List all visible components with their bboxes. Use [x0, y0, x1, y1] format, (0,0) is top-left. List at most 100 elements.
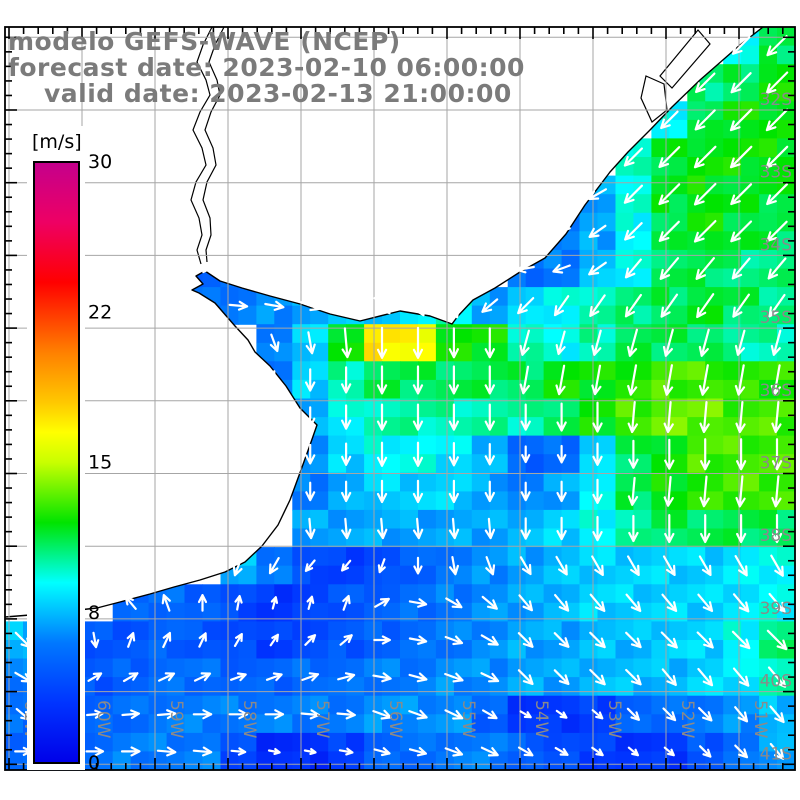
wind-speed-cell [615, 342, 635, 362]
wind-speed-cell [651, 640, 670, 660]
wind-speed-cell [202, 732, 222, 753]
wind-speed-cell [274, 695, 293, 715]
wind-arrow [556, 516, 567, 541]
lon-label: 55W [458, 700, 478, 739]
wind-arrow [305, 331, 316, 355]
wind-speed-cell [777, 491, 796, 511]
wind-speed-cell [220, 584, 240, 604]
wind-speed-cell [705, 547, 724, 567]
wind-speed-cell [489, 491, 509, 511]
wind-speed-cell [148, 732, 168, 753]
wind-speed-cell [346, 491, 365, 511]
wind-speed-cell [346, 602, 365, 622]
wind-arrow [768, 592, 786, 613]
graticule-layer [5, 27, 795, 770]
wind-speed-cell [112, 658, 132, 678]
wind-speed-cell [292, 324, 311, 344]
wind-arrow [662, 707, 677, 722]
wind-arrow [658, 183, 681, 206]
wind-speed-cell [705, 658, 724, 678]
wind-speed-cell [274, 732, 293, 753]
wind-arrow [338, 747, 354, 756]
wind-speed-cell [130, 714, 150, 734]
wind-speed-cell [310, 361, 329, 381]
wind-arrow [480, 634, 499, 646]
wind-speed-cell [418, 584, 437, 604]
wind-arrow [305, 406, 316, 428]
wind-speed-cell [651, 287, 670, 307]
wind-arrow [193, 300, 212, 311]
wind-speed-cell [418, 602, 437, 622]
wind-speed-cell [220, 751, 240, 771]
wind-speed-cell [561, 714, 581, 734]
wind-speed-cell [705, 231, 724, 251]
wind-speed-cell [669, 547, 688, 567]
wind-arrow [337, 672, 356, 682]
wind-arrow [730, 72, 752, 94]
wind-arrow [519, 556, 532, 576]
wind-speed-cell [382, 695, 401, 715]
wind-speed-cell [400, 602, 419, 622]
wind-speed-cell [130, 621, 150, 641]
wind-arrow [771, 514, 783, 544]
wind-speed-cell [615, 472, 635, 492]
wind-speed-cell [615, 212, 635, 232]
wind-speed-cell [148, 714, 168, 734]
wind-speed-cell [759, 454, 778, 474]
wind-speed-cell [238, 658, 257, 678]
wind-speed-cell [651, 379, 670, 400]
wind-speed-cell [777, 194, 796, 214]
wind-arrow [341, 517, 352, 540]
wind-speed-cell [489, 342, 509, 362]
wind-speed-cell [453, 732, 473, 753]
wind-speed-cell [220, 287, 240, 307]
wind-arrow [481, 595, 498, 610]
wind-speed-cell [669, 584, 688, 604]
wind-speed-cell [597, 658, 617, 678]
wind-speed-cell [382, 417, 401, 437]
wind-speed-cell [633, 268, 652, 288]
wind-arrow [230, 672, 247, 682]
wind-arrow [519, 710, 532, 719]
wind-arrow [627, 401, 638, 434]
wind-arrow [120, 746, 141, 757]
wind-speed-cell [597, 472, 617, 492]
wind-arrow [554, 746, 569, 756]
wind-speed-cell [597, 305, 617, 325]
wind-speed-cell [741, 491, 760, 511]
wind-speed-cell [525, 454, 545, 474]
wind-arrow [376, 326, 388, 359]
wind-speed-cell [741, 621, 760, 641]
wind-speed-cell [741, 82, 760, 102]
wind-speed-cell [705, 305, 724, 325]
wind-speed-cell [561, 695, 581, 715]
wind-arrow [124, 595, 137, 610]
wind-arrow [234, 595, 243, 611]
wind-speed-cell [435, 547, 455, 567]
wind-speed-cell [435, 361, 455, 381]
wind-speed-cell [489, 714, 509, 734]
wind-speed-cell [418, 565, 437, 585]
wind-speed-cell [525, 584, 545, 604]
wind-speed-cell [310, 640, 329, 660]
wind-speed-cell [220, 602, 240, 622]
wind-speed-cell [274, 751, 293, 771]
wind-speed-cell [382, 714, 401, 734]
wind-speed-cell [471, 361, 491, 381]
wind-speed-cell [723, 472, 742, 492]
wind-speed-cell [543, 640, 563, 660]
wind-arrow [192, 709, 213, 720]
wind-speed-cell [292, 509, 311, 530]
wind-speed-cell [723, 714, 742, 734]
wind-arrow [659, 257, 680, 280]
wind-speed-cell [759, 602, 778, 622]
wind-speed-cell [238, 695, 257, 715]
wind-speed-cell [238, 287, 257, 307]
wind-speed-cell [346, 379, 365, 400]
wind-speed-cell [633, 398, 652, 418]
wind-speed-cell [525, 621, 545, 641]
wind-arrow [696, 631, 714, 649]
wind-speed-cell [741, 287, 760, 307]
wind-speed-cell [669, 398, 688, 418]
wind-speed-cell [687, 565, 706, 585]
